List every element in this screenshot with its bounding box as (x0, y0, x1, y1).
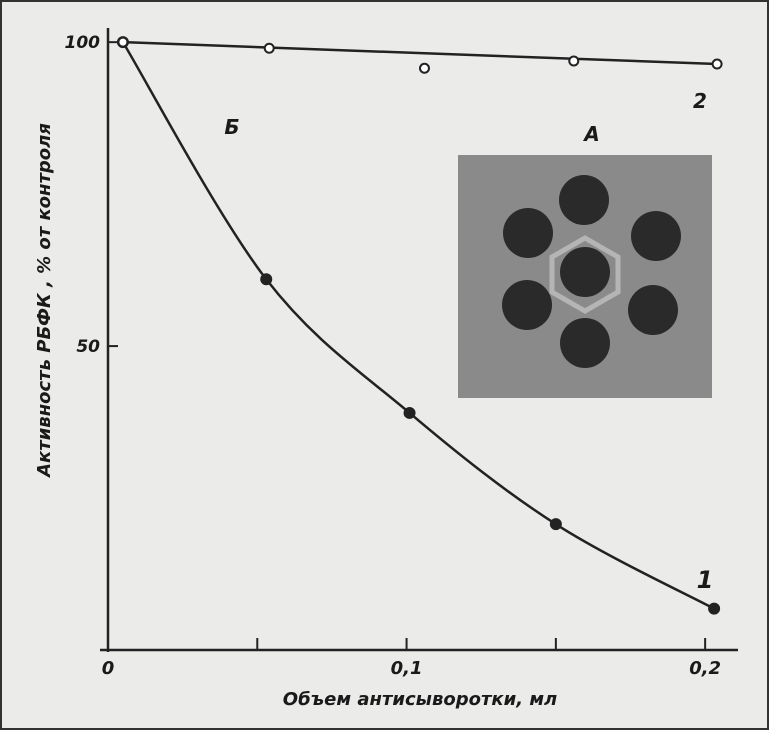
annotation: А (582, 122, 599, 146)
inset-photo (458, 155, 712, 398)
annotation: 2 (693, 89, 707, 113)
point (117, 36, 129, 48)
x-tick-label: 0,1 (391, 658, 423, 679)
annotation: Б (224, 115, 239, 139)
point (708, 602, 721, 615)
point (403, 406, 416, 419)
point (711, 58, 723, 70)
annotation: 1 (697, 566, 714, 594)
x-tick-label: 0,2 (689, 658, 721, 679)
y-axis-label: Активность РБФК , % от контроля (34, 123, 55, 479)
point (418, 62, 430, 74)
x-axis-label: Объем антисыворотки, мл (283, 689, 557, 710)
x-tick-label: 0 (102, 658, 115, 679)
y-tick-label: 100 (65, 33, 101, 53)
curve (121, 41, 715, 610)
point (260, 273, 273, 286)
point (263, 42, 275, 54)
point (568, 55, 580, 67)
y-tick-label: 50 (76, 337, 100, 357)
trend-line (122, 40, 718, 66)
point (549, 518, 562, 531)
